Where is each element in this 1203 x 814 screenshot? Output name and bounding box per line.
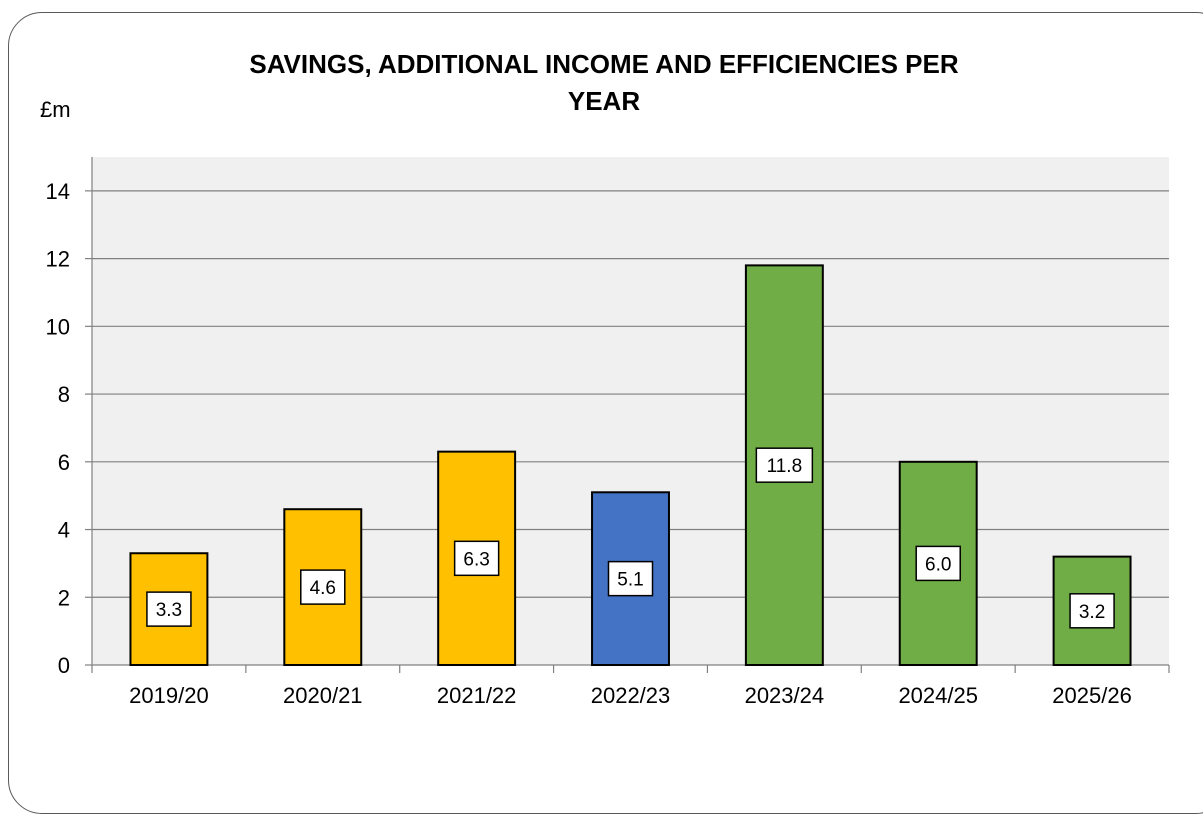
- y-tick-label-4: 8: [58, 382, 70, 407]
- bar-chart: SAVINGS, ADDITIONAL INCOME AND EFFICIENC…: [40, 49, 1170, 708]
- x-tick-label-2020/21: 2020/21: [283, 683, 363, 708]
- chart-title-line-1: SAVINGS, ADDITIONAL INCOME AND EFFICIENC…: [249, 49, 958, 79]
- data-label-2020/21: 4.6: [310, 578, 336, 599]
- data-label-2019/20: 3.3: [156, 600, 182, 621]
- data-label-box-2021/22: [453, 540, 500, 577]
- data-label-2022/23: 5.1: [617, 570, 643, 591]
- y-tick-label-3: 6: [58, 450, 70, 475]
- bar-2025/26: [1052, 555, 1132, 666]
- chart-title-line-2: YEAR: [568, 86, 640, 116]
- data-label-box-2023/24: [755, 447, 814, 483]
- data-label-box-2022/23: [607, 560, 654, 597]
- y-tick-label-0: 0: [58, 653, 70, 678]
- data-label-box-2024/25: [915, 545, 961, 582]
- y-tick-label-2: 4: [58, 518, 70, 543]
- data-label-2025/26: 3.2: [1079, 602, 1105, 623]
- y-tick-label-1: 2: [58, 585, 70, 610]
- data-label-2023/24: 11.8: [767, 456, 803, 477]
- x-tick-label-2019/20: 2019/20: [129, 683, 209, 708]
- x-tick-label-2021/22: 2021/22: [437, 683, 517, 708]
- x-tick-label-2024/25: 2024/25: [898, 683, 978, 708]
- x-tick-label-2023/24: 2023/24: [745, 683, 825, 708]
- data-label-box-2025/26: [1069, 593, 1115, 629]
- x-tick-label-2025/26: 2025/26: [1052, 683, 1132, 708]
- y-axis-unit-label: £m: [40, 97, 71, 122]
- y-tick-label-6: 12: [46, 247, 70, 272]
- y-tick-label-5: 10: [46, 314, 70, 339]
- data-label-2021/22: 6.3: [463, 549, 489, 570]
- data-label-box-2019/20: [146, 591, 192, 627]
- data-label-box-2020/21: [300, 569, 346, 605]
- y-tick-label-7: 14: [46, 179, 70, 204]
- data-label-2024/25: 6.0: [925, 554, 951, 575]
- x-tick-label-2022/23: 2022/23: [591, 683, 671, 708]
